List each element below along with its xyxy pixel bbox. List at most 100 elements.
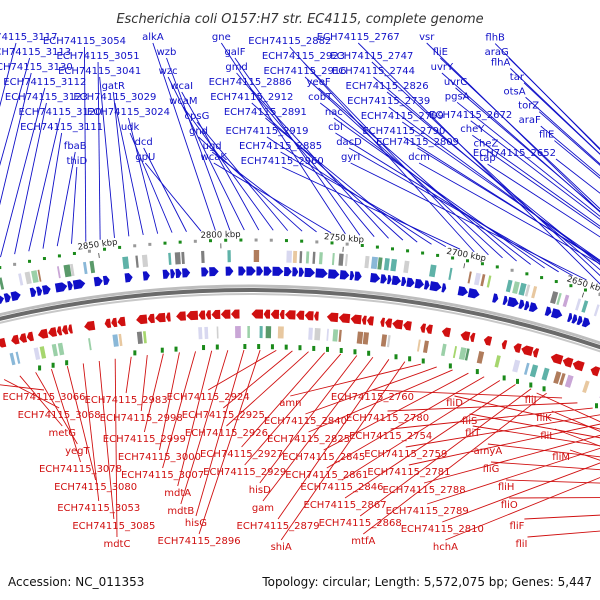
forward-gene-arrow	[162, 269, 170, 279]
forward-gene-arrow	[29, 287, 37, 298]
feature-bar	[422, 340, 429, 353]
reverse-connector	[159, 352, 180, 451]
reverse-connector	[405, 414, 600, 448]
reverse-gene-label: fliM	[552, 452, 570, 463]
forward-gene-label: ECH74115_2916	[263, 66, 346, 77]
forward-connector	[56, 151, 76, 247]
feature-bar	[486, 275, 492, 288]
forward-gene-label: thiD	[66, 156, 87, 167]
feature-bar	[31, 270, 39, 284]
forward-strand-track	[0, 266, 591, 328]
forward-gene-label: tap	[479, 153, 495, 164]
reverse-gene-arrow	[513, 343, 522, 353]
reverse-gene-label: fliD	[446, 398, 463, 409]
reverse-gene-arrow	[562, 357, 574, 368]
forward-gene-arrow	[406, 277, 415, 288]
forward-connector	[455, 87, 600, 212]
forward-gene-labels: ECH74115_3117ECH74115_3113ECH74115_3130E…	[0, 32, 556, 167]
reverse-gene-label: ECH74115_2896	[158, 536, 241, 547]
forward-gene-arrow	[328, 269, 340, 279]
reverse-connector	[262, 357, 374, 502]
reverse-gene-arrow	[304, 311, 314, 321]
reverse-gene-arrow	[385, 318, 393, 328]
forward-gene-label: ECH74115_2885	[239, 141, 322, 152]
forward-gene-label: ugd	[203, 141, 222, 152]
feature-bar	[142, 331, 147, 344]
marker-square	[394, 354, 398, 360]
marker-square	[193, 239, 197, 243]
forward-connector	[441, 72, 600, 213]
feature-bar	[135, 255, 139, 268]
marker-square	[65, 360, 69, 366]
forward-gene-label: ECH74115_2739	[347, 96, 430, 107]
forward-gene-label: ECH74115_2652	[473, 148, 556, 159]
forward-connector	[523, 82, 600, 155]
reverse-gene-label: ECH74115_2929	[203, 467, 286, 478]
feature-bar	[575, 298, 582, 311]
reverse-connector	[308, 369, 453, 433]
reverse-connector	[359, 388, 532, 517]
forward-gene-label: ECH74115_2790	[362, 126, 445, 137]
feature-bar	[338, 329, 342, 342]
marker-square	[202, 345, 206, 351]
reverse-connector	[125, 356, 132, 394]
reverse-gene-arrow	[326, 312, 339, 323]
reverse-gene-label: ECH74115_2924	[167, 392, 250, 403]
reverse-connector	[223, 350, 293, 409]
forward-gene-label: nac	[325, 107, 343, 118]
marker-square	[408, 356, 412, 362]
marker-square	[510, 268, 514, 272]
forward-gene-label: torZ	[518, 101, 539, 112]
forward-gene-label: ECH74115_2826	[346, 81, 429, 92]
scale-tick	[581, 292, 585, 298]
forward-gene-arrow	[175, 268, 182, 278]
forward-gene-label: yeeF	[307, 77, 331, 88]
reverse-gene-arrow	[403, 321, 412, 331]
forward-gene-label: cpsG	[185, 111, 210, 122]
forward-gene-label: araG	[485, 47, 509, 58]
feature-bar	[332, 329, 339, 342]
reverse-connector	[82, 363, 100, 502]
forward-connector	[220, 42, 346, 235]
forward-gene-arrow	[391, 275, 401, 286]
marker-square	[475, 369, 479, 375]
forward-connector	[181, 91, 260, 231]
feature-bar	[201, 250, 205, 264]
marker-square	[315, 240, 319, 244]
reverse-gene-label: ECH74115_2925	[182, 410, 265, 421]
reverse-gene-label: ECH74115_2781	[367, 467, 450, 478]
feature-bar	[377, 257, 383, 270]
reverse-gene-label: hisG	[185, 518, 207, 529]
feature-bar	[564, 374, 574, 388]
forward-gene-label: wcaM	[169, 96, 197, 107]
reverse-gene-arrow	[198, 310, 206, 320]
forward-gene-arrow	[67, 281, 73, 291]
forward-gene-arrow	[124, 273, 133, 283]
feature-color-track-top	[0, 250, 600, 318]
reverse-connector	[427, 447, 600, 505]
reverse-connector	[177, 350, 213, 487]
reverse-gene-label: ECH74115_2998	[100, 413, 183, 424]
feature-bar	[118, 333, 123, 347]
marker-square	[133, 244, 137, 248]
reverse-gene-label: ECH74115_3068	[18, 410, 101, 421]
reverse-gene-arrow	[176, 311, 186, 321]
forward-connector	[0, 42, 17, 107]
marker-square	[515, 378, 519, 384]
forward-gene-label: ECH74115_3029	[73, 92, 156, 103]
forward-gene-arrow	[339, 270, 350, 280]
reverse-connector	[454, 395, 600, 430]
reverse-gene-label: ECH74115_2861	[285, 470, 368, 481]
reverse-gene-arrow	[136, 314, 148, 325]
forward-connector	[525, 96, 600, 165]
reverse-gene-label: hchA	[433, 542, 458, 553]
reverse-connector	[372, 389, 563, 399]
reverse-gene-arrow	[420, 323, 427, 333]
marker-square	[406, 249, 410, 253]
forward-connector	[71, 166, 78, 244]
feature-bar	[308, 327, 313, 340]
reverse-gene-arrow	[263, 309, 271, 319]
forward-gene-arrow	[571, 314, 578, 324]
forward-gene-label: flhB	[485, 33, 505, 44]
forward-gene-label: ECH74115_3054	[43, 36, 126, 47]
